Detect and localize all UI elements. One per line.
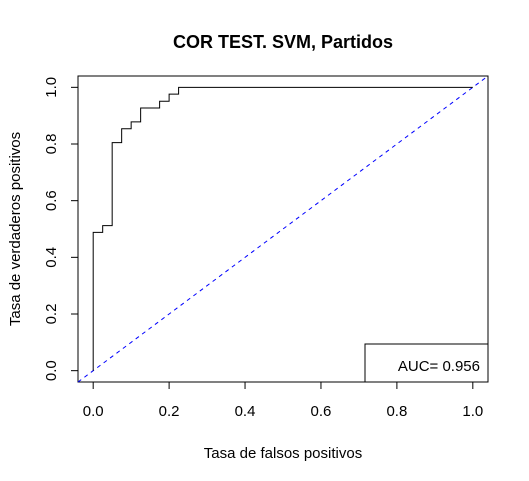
y-axis: 0.0 0.2 0.4 0.6 0.8 1.0 [43, 77, 79, 381]
x-tick-label: 0.8 [386, 403, 407, 420]
x-tick-label: 0.0 [83, 403, 104, 420]
x-axis: 0.0 0.2 0.4 0.6 0.8 1.0 [83, 381, 483, 420]
chart-title: COR TEST. SVM, Partidos [173, 32, 393, 52]
y-tick-label: 0.8 [43, 134, 60, 155]
x-tick-label: 1.0 [462, 403, 483, 420]
x-tick-label: 0.2 [159, 403, 180, 420]
y-tick-label: 0.4 [43, 247, 60, 268]
y-tick-label: 0.2 [43, 304, 60, 325]
auc-legend-box [364, 343, 489, 383]
y-tick-label: 0.6 [43, 190, 60, 211]
y-tick-label: 0.0 [43, 360, 60, 381]
x-axis-label: Tasa de falsos positivos [204, 445, 362, 462]
x-tick-label: 0.4 [235, 403, 256, 420]
roc-curve [92, 86, 473, 371]
diagonal-reference-line [77, 75, 489, 383]
y-axis-label: Tasa de verdaderos positivos [7, 132, 24, 326]
y-tick-label: 1.0 [43, 77, 60, 98]
auc-legend-text: AUC= 0.956 [398, 358, 480, 375]
x-tick-label: 0.6 [311, 403, 332, 420]
